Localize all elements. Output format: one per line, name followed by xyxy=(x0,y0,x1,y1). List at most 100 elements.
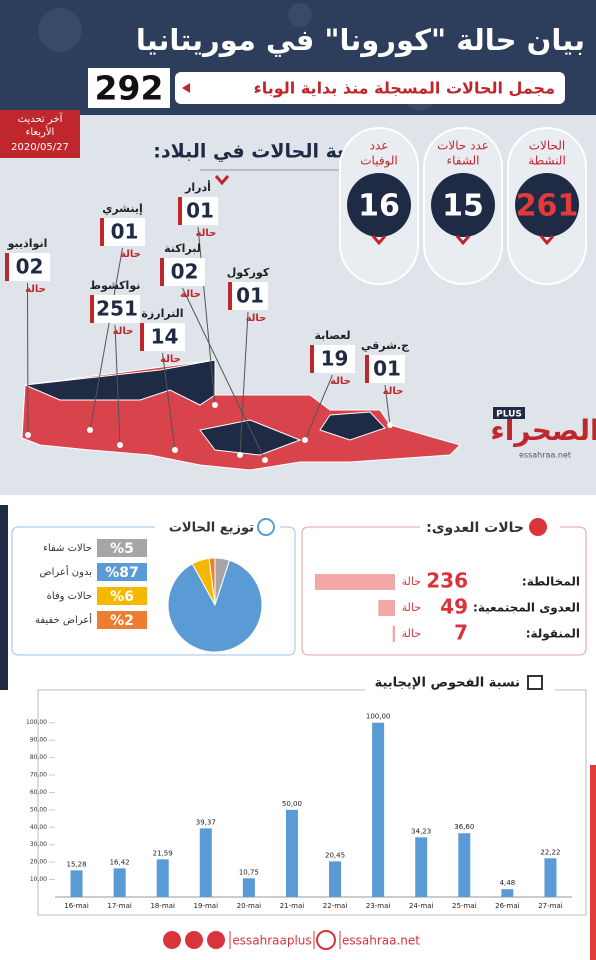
pin-line xyxy=(182,287,266,461)
stat-label: الشفاء xyxy=(446,154,479,168)
globe-icon xyxy=(316,930,336,950)
pin xyxy=(25,432,31,438)
x-tick-label: 21-mai xyxy=(280,902,305,910)
region-stripe xyxy=(160,258,164,286)
region-count: 01 xyxy=(186,199,214,223)
value-label: 21,59 xyxy=(153,849,173,857)
legend-value: %2 xyxy=(110,613,134,629)
update-day: الأربعاء xyxy=(26,125,55,138)
value-label: 22,22 xyxy=(540,848,560,856)
region-count: 01 xyxy=(111,220,139,244)
row-value: 236 xyxy=(426,569,468,593)
value-label: 16,42 xyxy=(110,858,130,866)
pin-line xyxy=(162,352,176,451)
footer-handle: essahraaplus xyxy=(232,934,311,948)
bar xyxy=(199,828,212,897)
pin xyxy=(387,422,393,428)
region-unit: حالة xyxy=(383,386,404,397)
x-tick-label: 25-mai xyxy=(452,902,477,910)
region-unit: حالة xyxy=(196,228,217,239)
stat-circle xyxy=(431,173,495,237)
region-box xyxy=(228,282,268,310)
y-tick-label: 90,00 xyxy=(30,737,47,744)
distribution-card xyxy=(11,526,296,656)
virus-deco xyxy=(38,8,82,52)
region-box xyxy=(140,323,185,351)
region-count: 01 xyxy=(236,284,264,308)
title-bg xyxy=(365,674,555,692)
stat-label: النشطة xyxy=(528,154,566,168)
region-stripe xyxy=(228,282,232,310)
stat-value: 15 xyxy=(442,189,484,224)
chart-title: نسبة الفحوص الإيجابية xyxy=(375,676,520,691)
row-unit: حالة xyxy=(402,575,421,588)
stat-label: الحالات xyxy=(529,139,566,153)
pin xyxy=(212,402,218,408)
pin-line xyxy=(27,282,29,436)
arrow xyxy=(182,83,190,93)
update-label: آخر تحديث xyxy=(18,112,64,125)
region-unit: حالة xyxy=(120,249,141,260)
bar xyxy=(329,861,342,897)
y-tick-label: 60,00 xyxy=(30,789,47,796)
region-unit: حالة xyxy=(25,284,46,295)
update-date: 2020/05/27 xyxy=(11,142,69,153)
map-title: توزيعة الحالات في البلاد: xyxy=(153,141,385,163)
region-name: ج.شرقي xyxy=(361,339,409,353)
stat-value: 16 xyxy=(358,189,400,224)
region-box xyxy=(310,345,355,373)
pin xyxy=(117,442,123,448)
x-tick-label: 27-mai xyxy=(538,902,563,910)
region-box xyxy=(160,258,205,286)
pin xyxy=(87,427,93,433)
region-unit: حالة xyxy=(180,289,201,300)
region-unit: حالة xyxy=(246,313,267,324)
region-name: نواكشوط xyxy=(90,279,141,292)
legend-label: حالات شفاء xyxy=(43,543,92,554)
legend-swatch xyxy=(97,563,147,581)
row-label: المخالطة: xyxy=(522,575,580,589)
legend-swatch xyxy=(97,539,147,557)
chevron xyxy=(455,235,471,246)
value-label: 39,37 xyxy=(196,818,216,826)
social-icon xyxy=(207,931,225,949)
map-region xyxy=(319,411,386,441)
x-tick-label: 17-mai xyxy=(107,902,132,910)
card-title: حالات العدوى: xyxy=(426,520,524,536)
virus-deco xyxy=(288,3,312,27)
y-tick-label: 10,00 xyxy=(30,876,47,883)
region-count: 251 xyxy=(96,297,138,321)
row-value: 7 xyxy=(454,621,468,645)
region-stripe xyxy=(310,345,314,373)
value-label: 15,28 xyxy=(67,860,87,868)
legend-value: %87 xyxy=(105,565,139,581)
total: 292 xyxy=(95,69,164,108)
pin xyxy=(262,457,268,463)
region-count: 01 xyxy=(373,357,401,381)
bar xyxy=(378,600,395,616)
title-bg xyxy=(420,518,560,536)
stat-label: عدد xyxy=(370,139,389,153)
stat-label: عدد حالات xyxy=(437,139,489,153)
legend-value: %6 xyxy=(110,589,134,605)
region-name: لعصابة xyxy=(314,329,350,342)
title: بيان حالة "كورونا" في موريتانيا xyxy=(136,23,585,57)
region-unit: حالة xyxy=(113,326,134,337)
region-box xyxy=(178,197,218,225)
total-box xyxy=(88,68,170,108)
x-tick-label: 19-mai xyxy=(194,902,219,910)
region-stripe xyxy=(365,355,369,383)
row-label: العدوى المجتمعية: xyxy=(473,601,580,616)
region-stripe xyxy=(90,295,94,323)
logo-site: essahraa.net xyxy=(519,451,571,460)
row-unit: حالة xyxy=(402,601,421,614)
value-label: 34,23 xyxy=(411,827,431,835)
card-title: توزيع الحالات xyxy=(169,521,254,536)
region-stripe xyxy=(140,323,144,351)
side-bar xyxy=(590,765,596,960)
pie-slice xyxy=(208,557,216,606)
bar-chart-frame xyxy=(37,689,587,916)
bar xyxy=(415,837,428,897)
